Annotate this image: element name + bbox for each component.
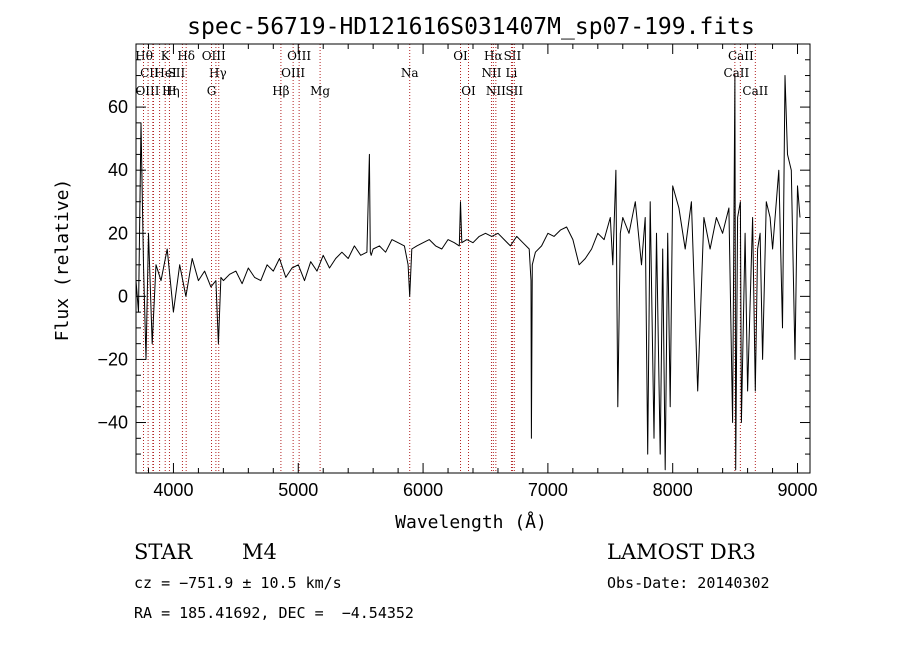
marker-label-22: SII <box>504 49 522 63</box>
marker-label-19: Hα <box>484 49 503 63</box>
y-tick-label--20: −20 <box>97 349 128 369</box>
sky-coordinates: RA = 185.41692, DEC = −4.54352 <box>134 604 414 622</box>
marker-label-3: K <box>161 49 171 63</box>
spectrum-series <box>135 75 801 471</box>
chart-title: spec-56719-HD121616S031407M_sp07-199.fit… <box>187 14 755 40</box>
marker-label-2: OIII <box>135 84 159 98</box>
marker-label-16: Na <box>401 66 419 80</box>
marker-label-17: OI <box>453 49 468 63</box>
marker-label-24: SII <box>505 84 523 98</box>
y-tick-label-60: 60 <box>108 97 128 117</box>
marker-label-18: OI <box>461 84 476 98</box>
marker-label-27: CaII <box>742 84 768 98</box>
series-line-0 <box>135 75 801 471</box>
object-subclass: M4 <box>242 540 277 564</box>
x-tick-label-8000: 8000 <box>653 480 693 500</box>
marker-label-7: SII <box>168 66 186 80</box>
y-tick-label--40: −40 <box>97 413 128 433</box>
y-tick-label-40: 40 <box>108 160 128 180</box>
marker-label-23: Li <box>506 66 518 80</box>
marker-label-0: Hθ <box>135 49 153 63</box>
x-axis-label: Wavelength (Å) <box>395 511 547 533</box>
redshift-velocity: cz = −751.9 ± 10.5 km/s <box>134 574 342 592</box>
marker-label-14: OIII <box>287 49 311 63</box>
x-tick-label-9000: 9000 <box>777 480 817 500</box>
marker-label-4: HeI <box>154 66 177 80</box>
plot-axes: 4000 5000 6000 7000 8000 9000 −40 −20 0 20 40 60 <box>97 43 818 500</box>
marker-label-11: G <box>207 84 217 98</box>
marker-label-1: CII <box>140 66 159 80</box>
y-tick-label-20: 20 <box>108 223 128 243</box>
marker-label-26: CaII <box>723 66 749 80</box>
marker-label-20: NII <box>481 66 501 80</box>
marker-label-5: Hη <box>162 84 180 98</box>
marker-label-15: Mg <box>310 84 330 98</box>
x-tick-label-5000: 5000 <box>278 480 318 500</box>
object-class: STAR <box>134 540 193 564</box>
marker-label-25: CaII <box>728 49 754 63</box>
marker-label-13: OIII <box>281 66 305 80</box>
y-axis-label: Flux (relative) <box>52 179 73 342</box>
marker-label-6: H <box>166 84 176 98</box>
plot-frame <box>135 43 811 474</box>
marker-label-9: OIII <box>202 49 226 63</box>
marker-label-8: Hδ <box>177 49 195 63</box>
spectral-line-markers: Hθ CII OIII K HeI HηH SII Hδ OIII Hγ G Hβ OIII OIII Mg… <box>135 44 768 473</box>
marker-label-21: NII <box>486 84 506 98</box>
y-tick-label-0: 0 <box>118 286 128 306</box>
x-tick-label-4000: 4000 <box>153 480 193 500</box>
survey-name: LAMOST DR3 <box>607 540 756 564</box>
observation-date: Obs-Date: 20140302 <box>607 574 770 592</box>
marker-label-10: Hγ <box>209 66 227 80</box>
x-tick-label-6000: 6000 <box>403 480 443 500</box>
marker-label-12: Hβ <box>272 84 289 98</box>
x-tick-label-7000: 7000 <box>528 480 568 500</box>
